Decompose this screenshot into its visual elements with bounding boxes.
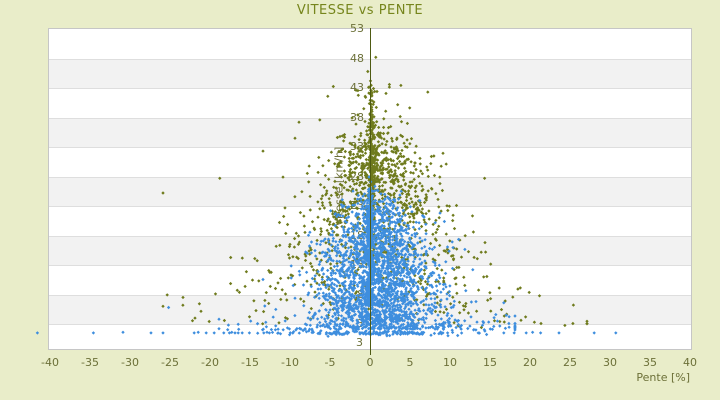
x-tick-label: 40: [683, 356, 697, 369]
x-tick-label: 25: [563, 356, 577, 369]
x-tick-label: 20: [523, 356, 537, 369]
scatter-series-blue: [35, 175, 618, 338]
x-tick-label: -25: [161, 356, 179, 369]
x-tick-label: -5: [324, 356, 336, 369]
x-tick-label: 5: [406, 356, 414, 369]
y-tick-label: 53: [350, 22, 364, 35]
x-tick-label: 35: [643, 356, 657, 369]
y-axis-min-label: 3: [356, 336, 363, 349]
y-tick-label: 3: [357, 317, 364, 330]
x-tick-label: 10: [443, 356, 457, 369]
x-tick-label: 30: [603, 356, 617, 369]
y-tick-label: 43: [350, 81, 364, 94]
x-tick-label: 15: [483, 356, 497, 369]
scatter-points: [35, 175, 618, 338]
chart-title: VITESSE vs PENTE: [296, 3, 424, 18]
x-tick-label: 0: [366, 356, 374, 369]
zero-axis-line: [370, 28, 371, 355]
x-tick-label: -20: [201, 356, 219, 369]
x-axis-title: Pente [%]: [636, 371, 690, 384]
x-tick-label: -10: [281, 356, 299, 369]
x-tick-label: -40: [41, 356, 59, 369]
y-tick-label: 38: [350, 110, 364, 124]
x-tick-label: -30: [121, 356, 139, 369]
x-tick-label: -15: [241, 356, 259, 369]
x-tick-label: -35: [81, 356, 99, 369]
y-tick-label: 48: [350, 51, 364, 65]
